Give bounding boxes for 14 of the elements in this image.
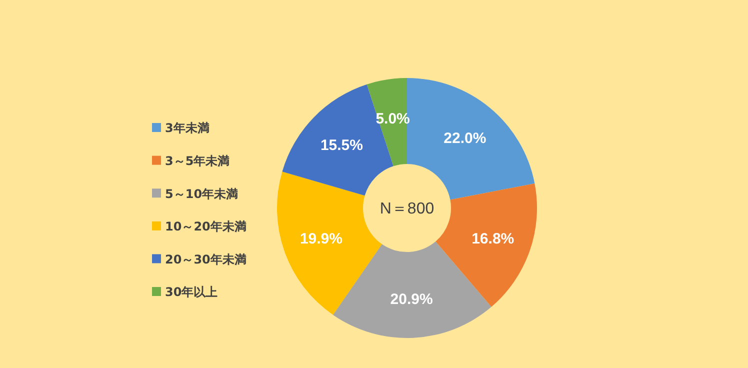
text: N＝800 <box>380 200 434 218</box>
donut-slice <box>277 172 382 315</box>
donut-slice <box>436 183 537 307</box>
legend-label: 30年以上 <box>165 285 218 300</box>
legend-label: 3年未満 <box>165 121 210 136</box>
data-label: 22.0% <box>444 130 486 148</box>
legend-label: 10～20年未満 <box>165 220 246 234</box>
data-label: 15.5% <box>320 136 363 154</box>
legend-label: 3～5年未満 <box>165 154 230 168</box>
legend-label: 20～30年未満 <box>165 252 246 266</box>
data-label: 16.8% <box>472 230 514 248</box>
data-label: 19.9% <box>300 230 342 248</box>
data-label: 20.9% <box>390 291 433 308</box>
legend-label: 5～10年未満 <box>165 186 238 201</box>
